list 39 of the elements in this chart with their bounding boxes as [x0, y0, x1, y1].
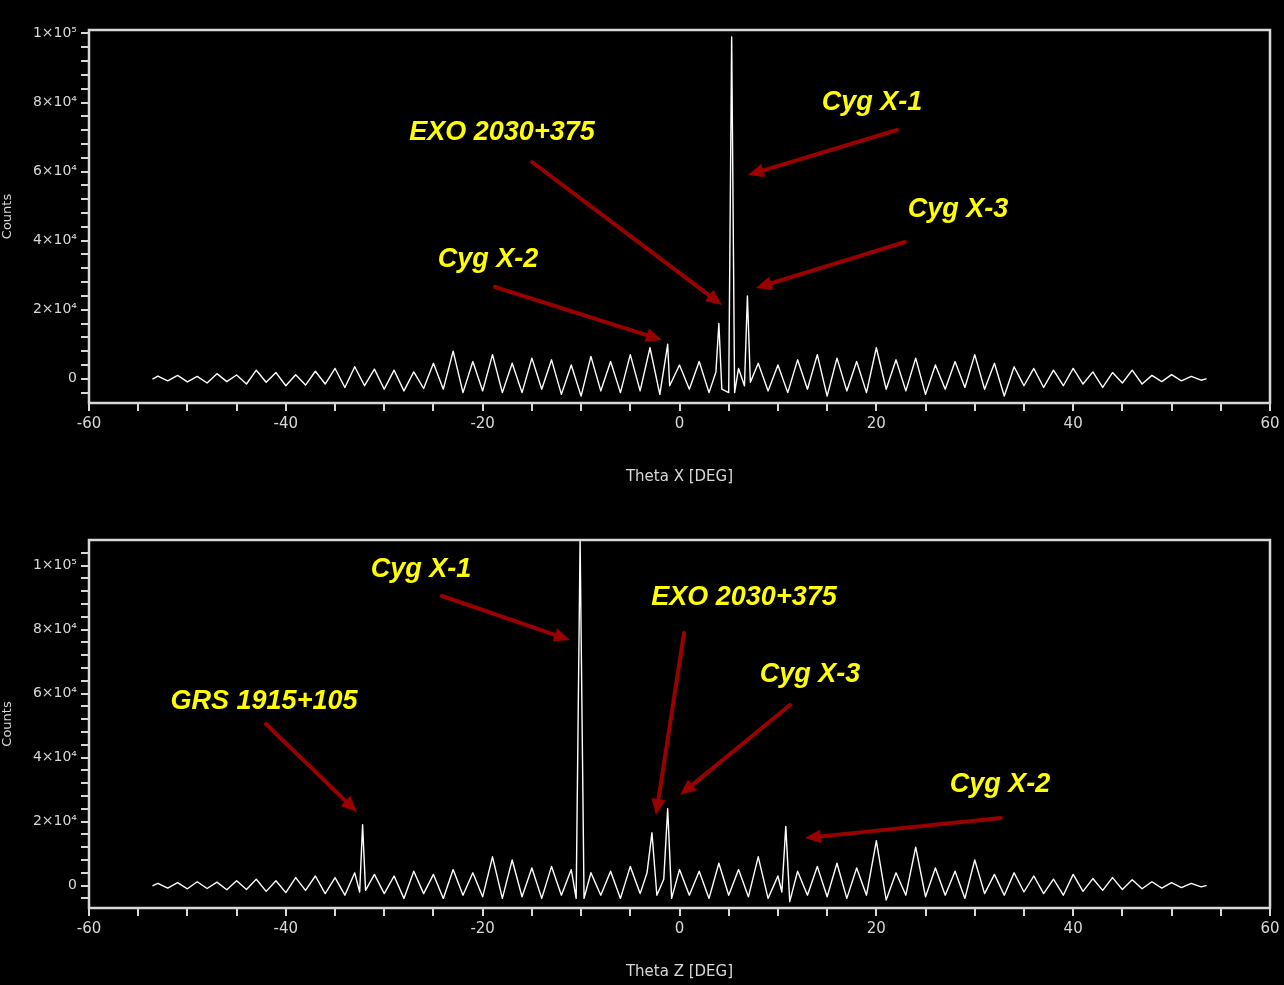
- x-tick-label: 0: [674, 413, 685, 432]
- y-axis-title: Counts: [0, 193, 15, 240]
- x-tick-label: -40: [273, 918, 299, 937]
- x-tick-label: 0: [674, 918, 685, 937]
- annotation: GRS 1915+105: [170, 685, 359, 716]
- annotation: Cyg X-3: [759, 658, 861, 689]
- x-tick-label: 40: [1063, 918, 1083, 937]
- x-tick-label: 20: [866, 413, 886, 432]
- annotation: Cyg X-2: [437, 243, 539, 274]
- y-tick-label: 6×10⁴: [32, 684, 78, 701]
- x-tick-label: -20: [470, 918, 495, 937]
- y-tick-label: 0: [68, 876, 77, 893]
- annotation: Cyg X-1: [370, 553, 472, 584]
- y-tick-label: 0: [68, 369, 77, 386]
- x-tick-label: 20: [866, 918, 886, 937]
- y-tick-label: 4×10⁴: [32, 748, 78, 765]
- x-tick-label: -60: [76, 918, 102, 937]
- annotation: Cyg X-1: [821, 86, 923, 117]
- annotation: Cyg X-2: [949, 768, 1051, 799]
- x-tick-label: 60: [1260, 413, 1280, 432]
- y-axis-title: Counts: [0, 701, 15, 747]
- y-tick-label: 1×10⁵: [32, 24, 77, 41]
- x-tick-label: 40: [1063, 413, 1083, 432]
- y-tick-label: 1×10⁵: [32, 556, 77, 573]
- x-axis-title: Theta X [DEG]: [624, 466, 734, 485]
- annotation: EXO 2030+375: [409, 116, 596, 147]
- x-axis-title: Theta Z [DEG]: [624, 961, 734, 980]
- y-tick-label: 2×10⁴: [32, 812, 78, 829]
- annotation: Cyg X-3: [907, 193, 1009, 224]
- annotation: EXO 2030+375: [651, 581, 838, 612]
- x-tick-label: -40: [273, 413, 299, 432]
- y-tick-label: 4×10⁴: [32, 231, 78, 248]
- y-tick-label: 6×10⁴: [32, 162, 78, 179]
- y-tick-label: 8×10⁴: [32, 93, 78, 110]
- x-tick-label: -20: [470, 413, 495, 432]
- y-tick-label: 2×10⁴: [32, 300, 78, 317]
- y-tick-label: 8×10⁴: [32, 620, 78, 637]
- x-tick-label: 60: [1260, 918, 1280, 937]
- x-tick-label: -60: [76, 413, 102, 432]
